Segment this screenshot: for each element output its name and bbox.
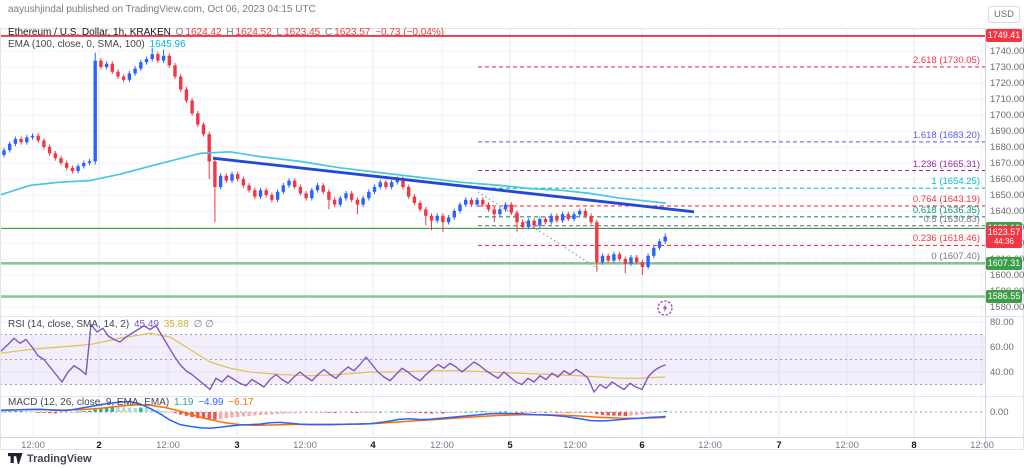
macd-histogram	[2, 406, 667, 420]
tradingview-logo-icon	[8, 453, 23, 464]
lightning-marker-icon[interactable]	[657, 300, 673, 316]
rsi-band	[0, 334, 985, 385]
rsi-line	[0, 323, 666, 393]
tradingview-watermark[interactable]: TradingView	[8, 452, 92, 465]
trend-line	[212, 156, 695, 214]
ema-line	[0, 150, 666, 204]
pattern-dotted-line	[477, 191, 599, 270]
candlestick-series	[2, 47, 667, 275]
watermark-text: TradingView	[27, 452, 92, 465]
macd-main-line	[0, 400, 666, 429]
chart-outer-border	[0, 28, 1024, 450]
macd-signal-line	[0, 404, 666, 427]
